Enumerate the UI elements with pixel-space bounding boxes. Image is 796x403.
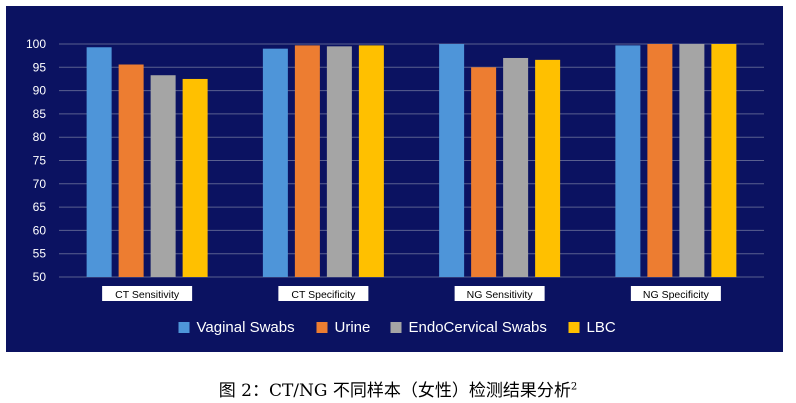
- legend-label: Urine: [335, 319, 371, 336]
- legend-swatch: [568, 322, 580, 333]
- category-label: NG Specificity: [643, 289, 710, 301]
- figure-caption: 图 2：CT/NG 不同样本（女性）检测结果分析2: [0, 376, 796, 401]
- category-labels: CT Sensitivity CT Specificity NG Sensitivi…: [102, 286, 721, 301]
- bar: [262, 48, 288, 277]
- bar: [118, 64, 144, 277]
- y-tick-label: 100: [26, 37, 46, 51]
- bar: [326, 46, 352, 277]
- chart-panel: 50 55 60 65 70 75 80 85 90 95 100 CT Sensitivity CT…: [6, 6, 783, 352]
- y-tick-label: 60: [33, 223, 47, 237]
- y-tick-label: 65: [33, 200, 47, 214]
- bar: [471, 67, 497, 277]
- legend: Vaginal Swabs Urine EndoCervical Swabs LBC: [178, 319, 616, 336]
- bar: [679, 44, 705, 277]
- category-label-bg: [102, 286, 193, 301]
- category-label: NG Sensitivity: [467, 289, 534, 301]
- y-tick-label: 75: [33, 154, 47, 168]
- category-label-bg: [630, 286, 721, 301]
- legend-label: Vaginal Swabs: [197, 319, 295, 336]
- bars: [86, 44, 737, 278]
- legend-label: EndoCervical Swabs: [409, 319, 547, 336]
- y-axis-ticks: 50 55 60 65 70 75 80 85 90 95 100: [26, 37, 46, 284]
- legend-swatch: [178, 322, 190, 333]
- category-label: CT Sensitivity: [115, 289, 180, 301]
- caption-text: 图 2：CT/NG 不同样本（女性）检测结果分析: [218, 381, 571, 401]
- bar: [503, 57, 529, 278]
- legend-swatch: [390, 322, 402, 333]
- bar: [439, 44, 465, 277]
- bar: [535, 59, 561, 278]
- category-label: CT Specificity: [291, 289, 356, 301]
- category-label-bg: [278, 286, 369, 301]
- category-label-bg: [454, 286, 545, 301]
- bar: [358, 45, 384, 278]
- y-tick-label: 85: [33, 107, 47, 121]
- bar: [615, 45, 641, 278]
- legend-swatch: [316, 322, 328, 333]
- bar: [647, 44, 673, 277]
- bar: [711, 44, 737, 277]
- y-tick-label: 95: [33, 60, 47, 74]
- bar: [182, 78, 208, 277]
- y-tick-label: 90: [33, 84, 47, 98]
- y-tick-label: 70: [33, 177, 47, 191]
- bar: [294, 45, 320, 278]
- bar: [86, 47, 112, 278]
- bar: [150, 75, 176, 277]
- y-tick-label: 80: [33, 130, 47, 144]
- gridlines: [59, 43, 764, 278]
- caption-superscript: 2: [570, 381, 578, 393]
- legend-label: LBC: [587, 319, 616, 336]
- y-tick-label: 50: [33, 270, 47, 284]
- y-tick-label: 55: [33, 247, 47, 261]
